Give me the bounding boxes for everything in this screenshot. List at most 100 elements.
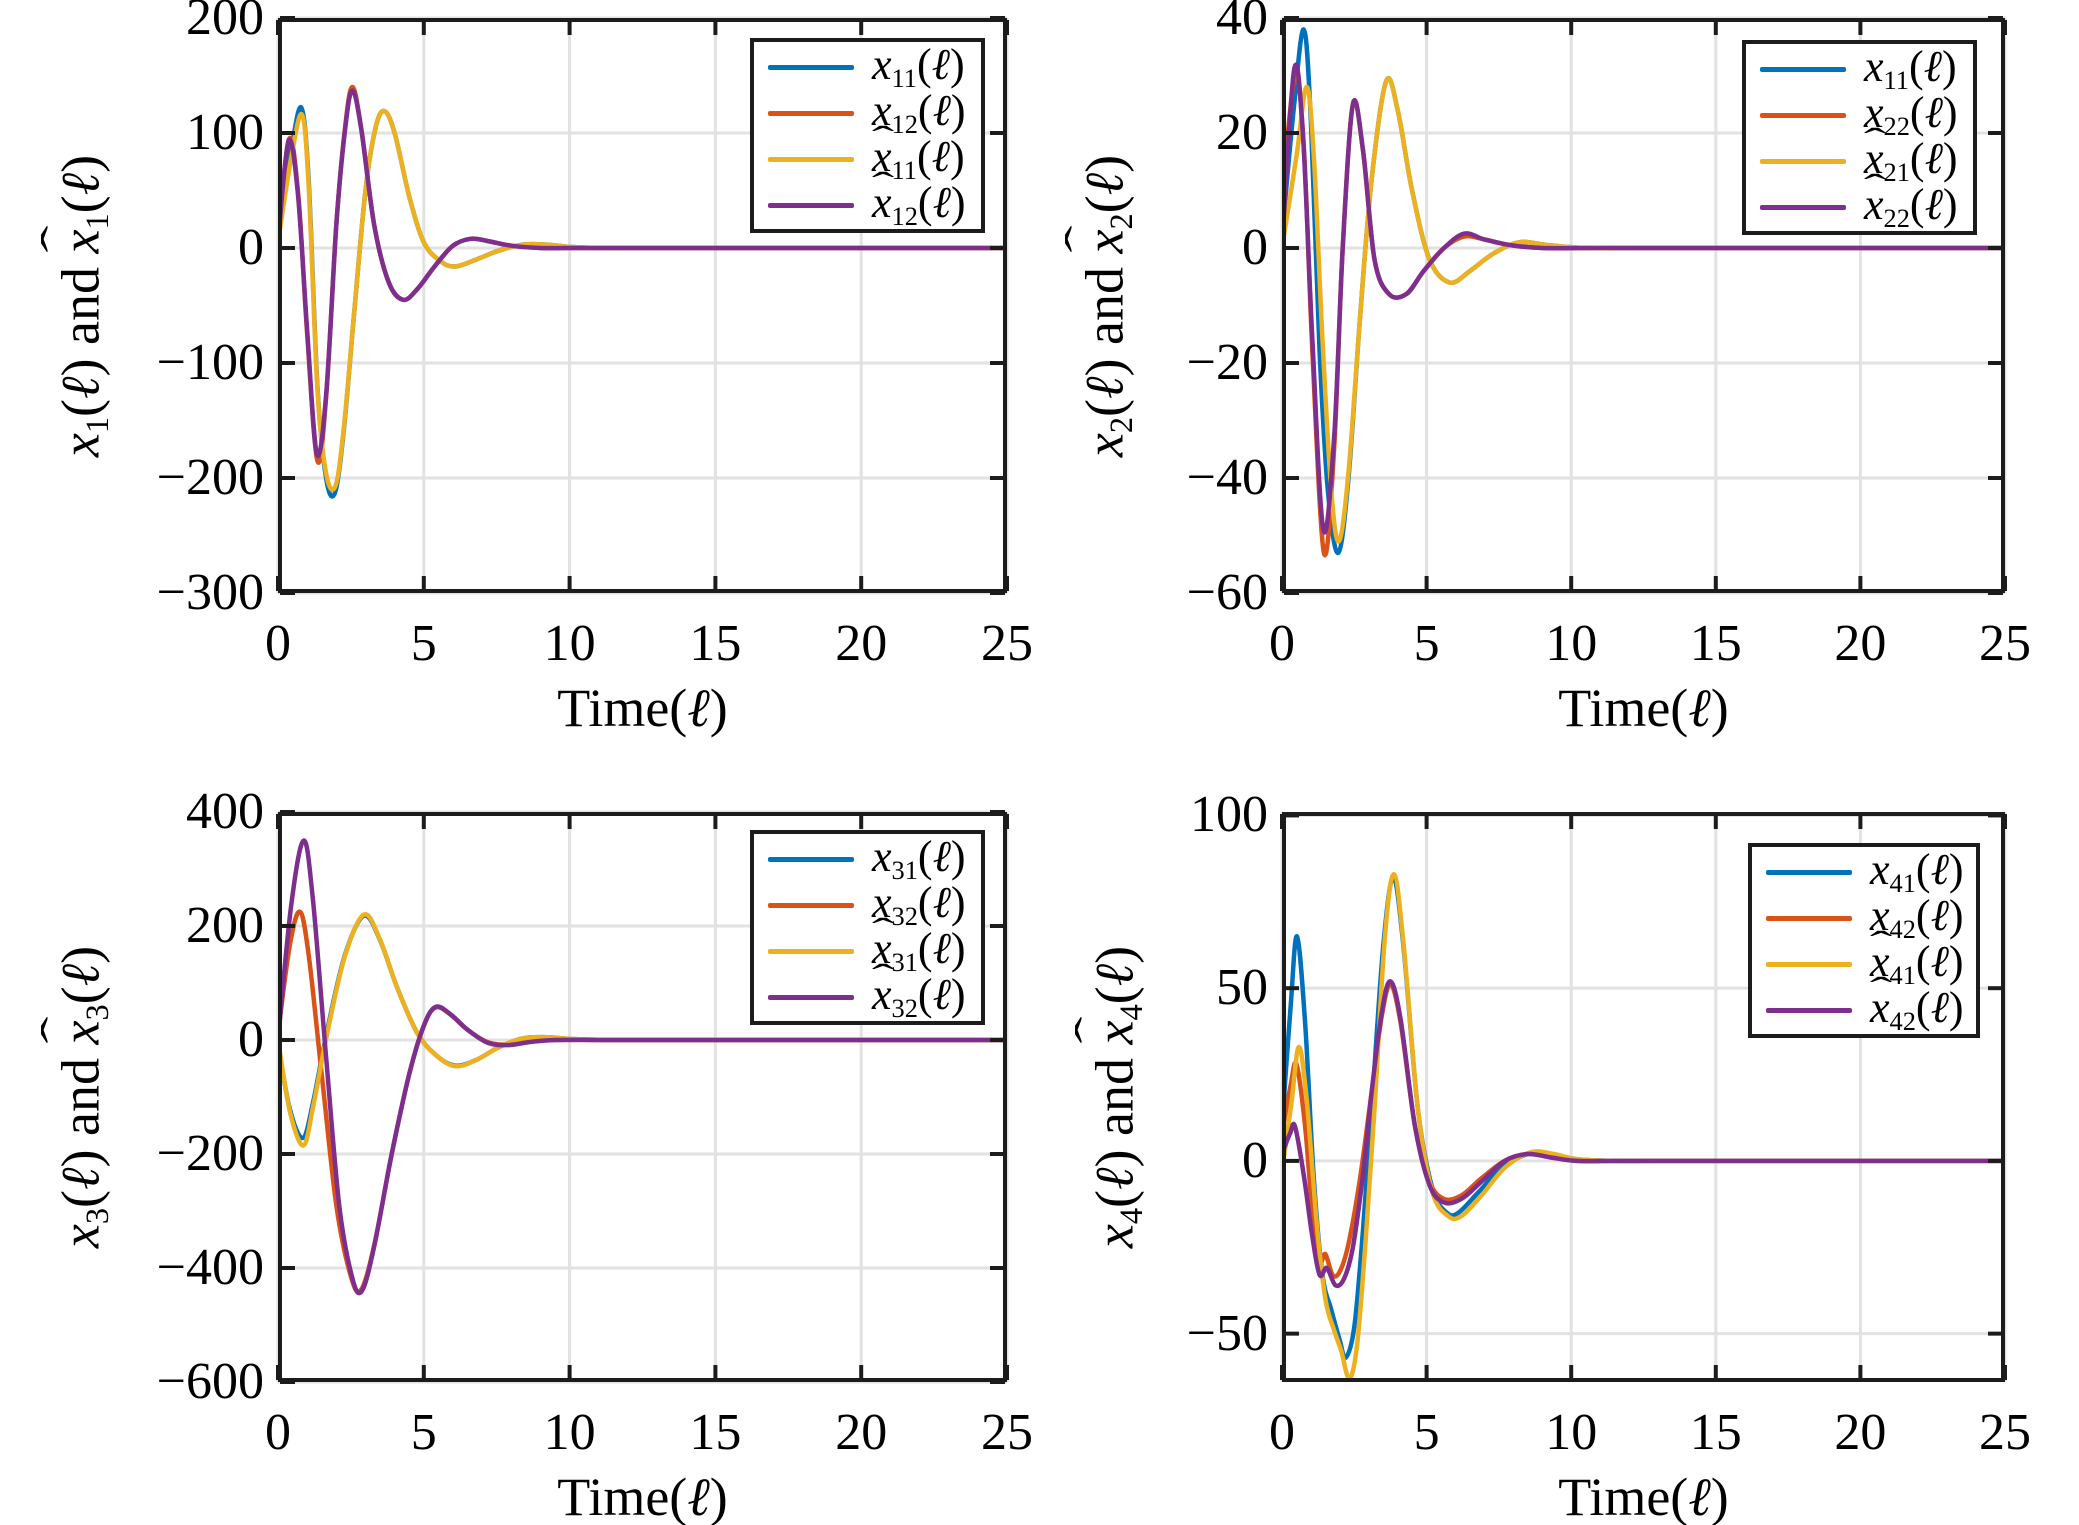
legend-x3: x31(ℓ) x32(ℓ) ˆ x31(ℓ) ˆ x32(ℓ) (750, 830, 985, 1025)
legend-entry: x42(ℓ) (1752, 890, 1976, 944)
y-tick-label: −40 (1186, 449, 1268, 506)
axes-box (278, 18, 1007, 593)
legend-entry: x22(ℓ) (1746, 87, 1973, 141)
legend-entry: x31(ℓ) (754, 834, 981, 883)
x-tick-label: 5 (410, 1404, 437, 1461)
x-tick-label: 10 (543, 615, 596, 672)
legend-line-sample (768, 110, 854, 116)
legend-entry-label: x11(ℓ) (872, 39, 965, 93)
x-tick-label: 25 (1979, 1404, 2031, 1461)
hat-accent: ˆ (1870, 969, 1893, 1009)
y-tick-label: −50 (1186, 1304, 1268, 1362)
hat-accent: ˆ (1864, 166, 1887, 206)
legend-line-sample (1760, 112, 1846, 118)
y-axis-label: x1(ℓ) and ˆ x1(ℓ) (34, 154, 117, 457)
x-tick-label: 10 (1545, 1404, 1598, 1461)
legend-line-sample (1766, 869, 1852, 875)
hat-accent: ˆ (872, 956, 895, 996)
hat-accent: ˆ (872, 164, 895, 204)
hat-accent: ˆ (1870, 923, 1893, 963)
legend-entry: x12(ℓ) (754, 88, 981, 137)
x-tick-label: 5 (1413, 1404, 1440, 1461)
x-tick-label: 0 (1269, 1404, 1295, 1461)
legend-line-sample (1766, 1007, 1852, 1013)
legend-entry: ˆ x12(ℓ) (754, 164, 981, 231)
x-tick-label: 0 (1269, 615, 1295, 672)
y-axis-label: x4(ℓ) and ˆ x4(ℓ) (1068, 945, 1151, 1249)
hat-accent: ˆ (1068, 1016, 1116, 1045)
legend-entry: ˆ x32(ℓ) (754, 959, 981, 1021)
x-tick-label: 0 (265, 1404, 291, 1461)
legend-entry-label: x32(ℓ) (872, 877, 966, 931)
series-x31 (278, 913, 1007, 1141)
y-tick-label: −600 (156, 1353, 264, 1410)
axes-box (278, 812, 1007, 1382)
axes-box (1282, 18, 2005, 593)
legend-line-sample (768, 948, 854, 954)
legend-entry: x32(ℓ) (754, 877, 981, 931)
y-tick-label: 20 (1216, 104, 1268, 161)
legend-entry: x11(ℓ) (754, 39, 981, 93)
series-x32 (278, 909, 1007, 1295)
legend-line-sample (768, 902, 854, 908)
series-x22_hat (1282, 62, 2005, 535)
y-tick-label: 200 (186, 897, 264, 954)
legend-entry: ˆ x41(ℓ) (1752, 926, 1976, 988)
plot-area-x3 (276, 810, 1009, 1384)
legend-x4: x41(ℓ) x42(ℓ) ˆ x41(ℓ) ˆ x42(ℓ) (1748, 843, 1980, 1038)
hat-accent: ˆ (1058, 225, 1106, 253)
legend-line-sample (1760, 158, 1846, 164)
y-axis-label: x2(ℓ) and ˆ x2(ℓ) (1058, 154, 1141, 457)
y-tick-label: 100 (1190, 786, 1268, 844)
legend-entry-label: ˆ x11(ℓ) (872, 118, 965, 185)
x-tick-label: 5 (1413, 615, 1440, 672)
legend-entry-label: ˆ x12(ℓ) (872, 164, 966, 231)
x-tick-label: 20 (1834, 1404, 1887, 1461)
series-x32_hat (278, 838, 1007, 1296)
series-x12_hat (278, 88, 1007, 459)
x-tick-label: 25 (981, 615, 1033, 672)
y-tick-label: −200 (156, 449, 264, 506)
legend-line-sample (768, 202, 854, 208)
x-tick-label: 15 (689, 615, 742, 672)
legend-entry: x41(ℓ) (1752, 847, 1976, 896)
x-tick-label: 20 (835, 615, 888, 672)
hat-accent: ˆ (872, 118, 895, 158)
x-tick-label: 25 (981, 1404, 1033, 1461)
series-x41_hat (1282, 871, 2005, 1381)
legend-entry: ˆ x22(ℓ) (1746, 166, 1973, 233)
legend-entry: x11(ℓ) (1746, 44, 1973, 93)
legend-entry: ˆ x42(ℓ) (1752, 972, 1976, 1034)
legend-entry-label: x42(ℓ) (1870, 890, 1964, 944)
legend-line-sample (1766, 915, 1852, 921)
x-axis-label: Time(ℓ) (1558, 678, 1729, 738)
hat-accent: ˆ (1864, 120, 1887, 160)
x-tick-label: 0 (265, 615, 291, 672)
y-tick-label: 200 (186, 0, 264, 46)
legend-entry: ˆ x21(ℓ) (1746, 123, 1973, 185)
y-tick-label: 0 (238, 219, 264, 276)
x-tick-label: 15 (689, 1404, 742, 1461)
legend-line-sample (768, 994, 854, 1000)
x-tick-label: 5 (410, 615, 437, 672)
y-tick-label: −200 (156, 1125, 264, 1182)
hat-accent: ˆ (34, 1016, 82, 1045)
y-tick-label: −20 (1186, 334, 1268, 391)
y-tick-label: 40 (1216, 0, 1268, 46)
series-x42_hat (1282, 979, 2005, 1289)
y-axis-label: x3(ℓ) and ˆ x3(ℓ) (34, 945, 117, 1249)
legend-entry-label: ˆ x22(ℓ) (1864, 166, 1958, 233)
x-axis-label: Time(ℓ) (1558, 1467, 1729, 1525)
plot-area-x1 (276, 16, 1009, 595)
legend-entry-label: x22(ℓ) (1864, 87, 1958, 141)
y-tick-label: −400 (156, 1239, 264, 1296)
y-tick-label: 0 (1242, 219, 1268, 276)
x-axis-label: Time(ℓ) (557, 678, 728, 738)
axes-box (1282, 812, 2005, 1382)
series-x21_hat (1282, 76, 2005, 544)
